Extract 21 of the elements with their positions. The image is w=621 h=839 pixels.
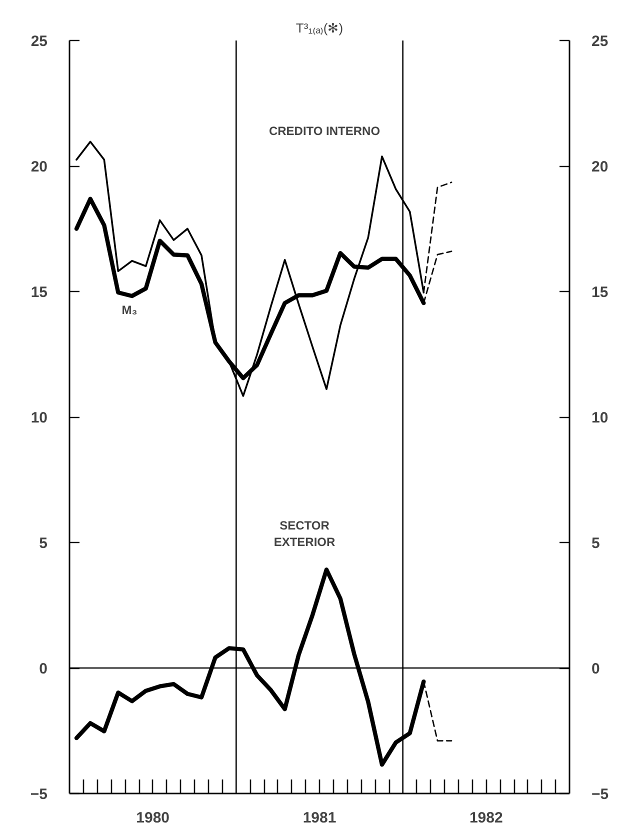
y2-tick-label: 0 <box>592 660 600 678</box>
y2-tick-label: 15 <box>592 284 608 301</box>
y-tick-label: 5 <box>39 535 48 552</box>
y2-tick-label: 25 <box>592 33 608 50</box>
y2-tick-label: 5 <box>592 535 600 552</box>
y2-tick-label: −5 <box>592 786 609 803</box>
y-tick-label: 10 <box>30 410 48 426</box>
x-tick-label: 1981 <box>302 810 336 826</box>
x-tick-label: 1980 <box>136 810 170 826</box>
y2-tick-label: 20 <box>592 158 608 176</box>
annotation: CREDITO INTERNO <box>268 124 380 138</box>
annotation: M₃ <box>122 303 138 318</box>
y-tick-label: 0 <box>39 660 48 678</box>
y-tick-label: 25 <box>30 33 48 50</box>
annotation: SECTOR EXTERIOR <box>274 518 336 550</box>
y2-tick-label: 10 <box>592 410 608 426</box>
y-tick-label: −5 <box>30 786 48 803</box>
x-tick-label: 1982 <box>469 810 503 826</box>
chart-subtitle: T³₁₍ₐ₎(✻) <box>296 20 344 36</box>
y-tick-label: 20 <box>30 158 48 176</box>
y-tick-label: 15 <box>30 284 48 301</box>
